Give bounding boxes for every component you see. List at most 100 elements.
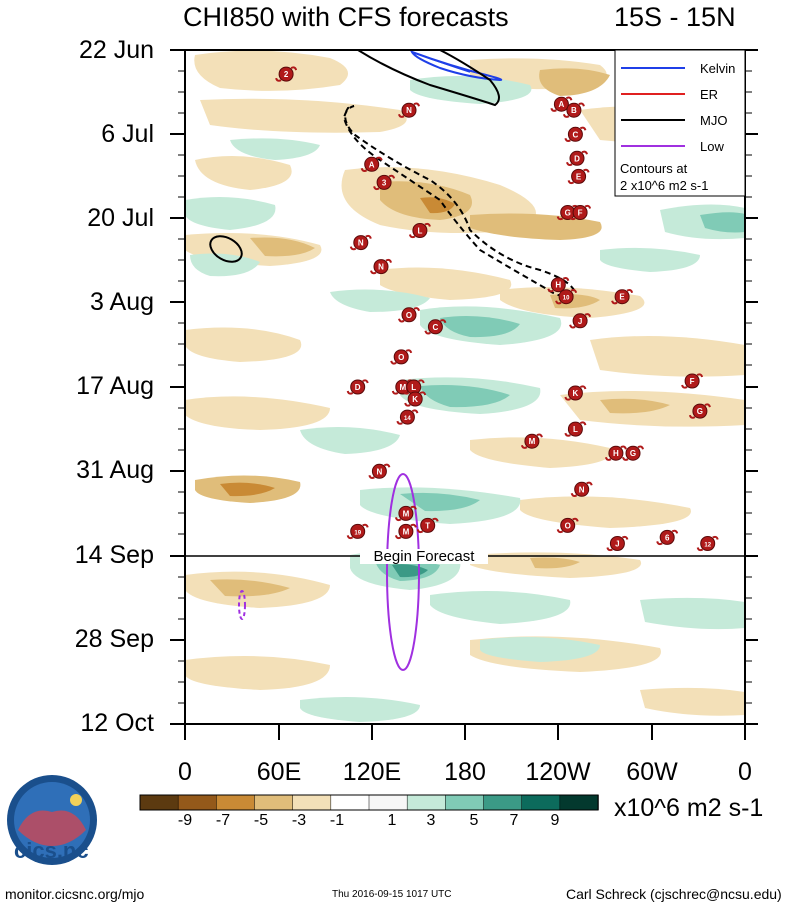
colorbar-frame bbox=[139, 794, 599, 811]
storm-swirl-icon bbox=[394, 505, 417, 522]
storm-label: O bbox=[565, 521, 571, 530]
storm-marker: O bbox=[398, 307, 420, 323]
storm-label: C bbox=[573, 130, 579, 139]
colorbar-swatch bbox=[559, 794, 599, 811]
storm-label: M bbox=[529, 437, 536, 446]
storm-marker: J bbox=[606, 535, 629, 552]
y-tick-label: 31 Aug bbox=[76, 456, 154, 484]
y-tick-label: 22 Jun bbox=[78, 36, 154, 64]
storm-swirl-icon bbox=[394, 523, 417, 540]
storm-label: N bbox=[358, 239, 364, 248]
storm-label: F bbox=[690, 377, 695, 386]
storm-label: K bbox=[573, 389, 579, 398]
x-tick-label: 60E bbox=[256, 758, 302, 786]
storm-label: 10 bbox=[563, 296, 570, 302]
storm-swirl-icon bbox=[404, 391, 427, 407]
storm-marker: B bbox=[562, 102, 585, 118]
colorbar-tick-label: 1 bbox=[387, 812, 397, 829]
storm-label: L bbox=[573, 425, 578, 434]
storm-swirl-icon bbox=[424, 319, 447, 335]
storm-label: M bbox=[403, 509, 410, 518]
legend-kelvin-label: Kelvin bbox=[700, 61, 735, 76]
storm-marker: K bbox=[404, 391, 427, 407]
storm-label: M bbox=[403, 527, 410, 536]
storm-label: L bbox=[411, 383, 416, 392]
storm-marker: N bbox=[570, 481, 593, 497]
legend-contours-line2: 2 x10^6 m2 s-1 bbox=[620, 178, 708, 193]
legend-box bbox=[614, 49, 746, 197]
colorbar-tick-label: -5 bbox=[253, 812, 269, 829]
storm-swirl-icon bbox=[566, 150, 588, 166]
storm-marker: E bbox=[567, 168, 590, 185]
storm-label: G bbox=[565, 209, 571, 218]
storm-swirl-icon bbox=[390, 349, 413, 365]
x-tick-label: 0 bbox=[178, 758, 192, 786]
legend-mjo-label: MJO bbox=[700, 113, 727, 128]
storm-label: M bbox=[399, 383, 406, 392]
storm-marker: T bbox=[416, 517, 439, 534]
colorbar-tick-label: 7 bbox=[509, 812, 519, 829]
storm-label: H bbox=[613, 449, 619, 458]
storm-marker: 12 bbox=[696, 535, 719, 552]
contours bbox=[209, 50, 577, 671]
x-tick-label: 180 bbox=[444, 758, 486, 786]
storm-label: G bbox=[697, 407, 703, 416]
storm-label: G bbox=[630, 449, 636, 458]
storm-swirl-icon bbox=[550, 96, 573, 112]
storm-marker: K bbox=[564, 385, 587, 401]
storm-swirl-icon bbox=[368, 463, 391, 479]
storm-swirl-icon bbox=[408, 222, 431, 239]
y-tick-label: 14 Sep bbox=[74, 541, 154, 569]
storm-swirl-icon bbox=[346, 523, 369, 540]
storm-marker: L bbox=[564, 421, 587, 437]
x-tick-label: 0 bbox=[738, 758, 752, 786]
storm-marker: N bbox=[368, 463, 391, 479]
storm-swirl-icon bbox=[569, 204, 592, 221]
storm-marker: D bbox=[346, 379, 369, 395]
colorbar-tick-label: 3 bbox=[426, 812, 436, 829]
storm-label: A bbox=[559, 100, 565, 109]
logo-swirl bbox=[18, 810, 86, 846]
colorbar-swatch bbox=[292, 794, 332, 811]
colorbar-swatch bbox=[330, 794, 370, 811]
storm-marker: L bbox=[402, 379, 425, 395]
storm-swirl-icon bbox=[520, 433, 543, 449]
storm-marker: M bbox=[394, 505, 417, 522]
colorbar-tick-label: -9 bbox=[177, 812, 193, 829]
colorbar bbox=[139, 794, 599, 811]
footer-author: Carl Schreck (cjschrec@ncsu.edu) bbox=[566, 886, 782, 902]
colorbar-swatch bbox=[216, 794, 256, 811]
storm-swirl-icon bbox=[696, 535, 719, 552]
colorbar-tick-label: -7 bbox=[215, 812, 231, 829]
colorbar-tick-label: 9 bbox=[550, 812, 560, 829]
legend-er-label: ER bbox=[700, 87, 718, 102]
storm-label: K bbox=[412, 395, 418, 404]
y-tick-label: 17 Aug bbox=[76, 372, 154, 400]
storm-swirl-icon bbox=[567, 168, 590, 185]
storm-swirl-icon bbox=[570, 481, 593, 497]
storm-swirl-icon bbox=[611, 289, 634, 305]
storm-swirl-icon bbox=[656, 529, 679, 546]
storm-marker: 6 bbox=[656, 529, 679, 546]
footer-url[interactable]: monitor.cicsnc.org/mjo bbox=[5, 886, 145, 902]
storm-marker: A bbox=[550, 96, 573, 112]
axis-ticks bbox=[170, 49, 758, 740]
anomaly-field bbox=[185, 50, 745, 722]
storm-swirl-icon bbox=[275, 66, 298, 82]
storm-label: 2 bbox=[284, 70, 289, 79]
storm-swirl-icon bbox=[373, 174, 396, 191]
storm-label: N bbox=[378, 263, 384, 272]
storm-marker: N bbox=[349, 234, 372, 251]
colorbar-swatch bbox=[254, 794, 294, 811]
units-label: x10^6 m2 s-1 bbox=[614, 794, 764, 822]
storm-marker: F bbox=[681, 373, 704, 389]
storm-swirl-icon bbox=[398, 102, 420, 118]
colorbar-tick-label: -3 bbox=[291, 812, 307, 829]
storm-label: N bbox=[406, 106, 412, 115]
storm-label: L bbox=[417, 227, 422, 236]
storm-swirl-icon bbox=[555, 289, 578, 305]
storm-label: E bbox=[576, 172, 582, 181]
begin-forecast-label: Begin Forecast bbox=[374, 548, 476, 565]
storm-swirl-icon bbox=[370, 258, 392, 275]
